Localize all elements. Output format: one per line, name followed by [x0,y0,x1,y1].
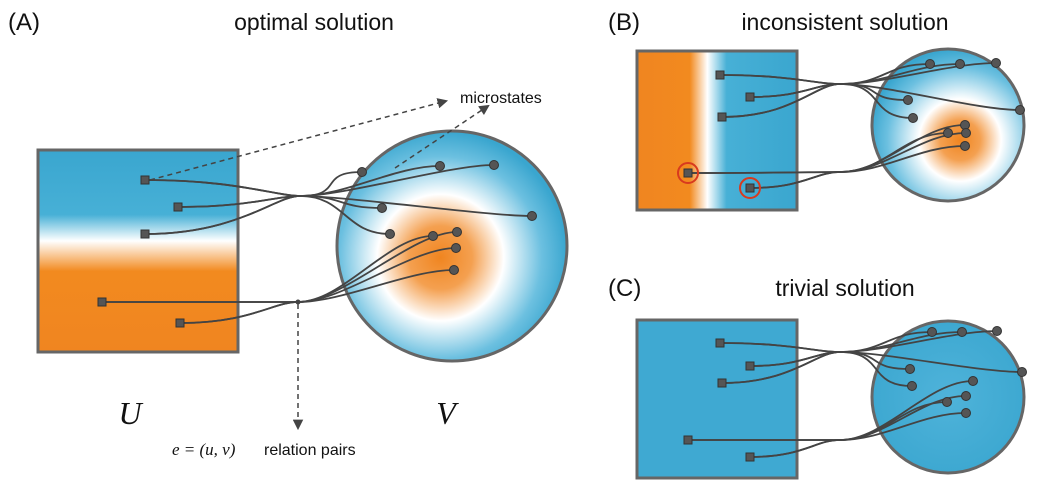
annotation: relation pairs [264,442,356,459]
microstate-v [451,243,461,253]
relation-edge [749,412,967,458]
microstate-u [715,70,725,80]
microstate-v [961,128,971,138]
microstate-v [992,326,1002,336]
microstate-v [955,59,965,69]
panel-label: (A) [8,9,40,36]
set-label: U [118,395,143,431]
microstate-u [140,229,150,239]
microstate-v [527,211,537,221]
microstate-u [97,297,107,307]
microstate-v [927,327,937,337]
microstate-v [942,397,952,407]
microstate-u [745,452,755,462]
microstate-v [377,203,387,213]
highlight-circle [739,177,761,199]
microstate-v [908,113,918,123]
microstate-u [745,92,755,102]
microstate-v [385,229,395,239]
microstate-v [960,141,970,151]
relation-edge [721,83,914,119]
panel-title: optimal solution [234,9,394,35]
microstate-v [968,376,978,386]
panel-title: inconsistent solution [741,9,948,35]
microstate-u [715,338,725,348]
panel-label: (C) [608,275,641,302]
set-v-circle [870,47,1026,203]
microstate-v [903,95,913,105]
relation-edge [749,145,966,189]
microstate-v [943,128,953,138]
microstate-u [683,168,693,178]
microstate-u [175,318,185,328]
microstate-u [745,183,755,193]
edge-point [295,299,301,305]
microstate-u [683,435,693,445]
microstate-u [745,361,755,371]
microstate-v [925,59,935,69]
microstate-v [905,364,915,374]
microstate-u [140,175,150,185]
microstate-v [435,161,445,171]
microstate-v [991,58,1001,68]
microstate-v [957,327,967,337]
relation-edge [144,195,391,235]
microstate-u [717,112,727,122]
annotation: microstates [460,90,542,107]
microstate-v [452,227,462,237]
pointer-arrow [394,104,490,169]
microstate-v [489,160,499,170]
microstate-v [357,167,367,177]
edge-formula: e = (u, v) [172,440,236,459]
microstate-u [717,378,727,388]
panel-label: (B) [608,9,640,36]
set-u-box [36,148,240,354]
microstate-v [1017,367,1027,377]
microstate-u [173,202,183,212]
microstate-v [428,231,438,241]
panel-title: trivial solution [775,275,914,301]
microstate-v [961,391,971,401]
set-label: V [436,395,459,431]
highlight-circle [677,162,699,184]
microstate-v [449,265,459,275]
relation-edge [721,351,913,387]
pointer-arrow [149,98,449,181]
microstate-v [1015,105,1025,115]
microstate-v [961,408,971,418]
microstate-v [907,381,917,391]
